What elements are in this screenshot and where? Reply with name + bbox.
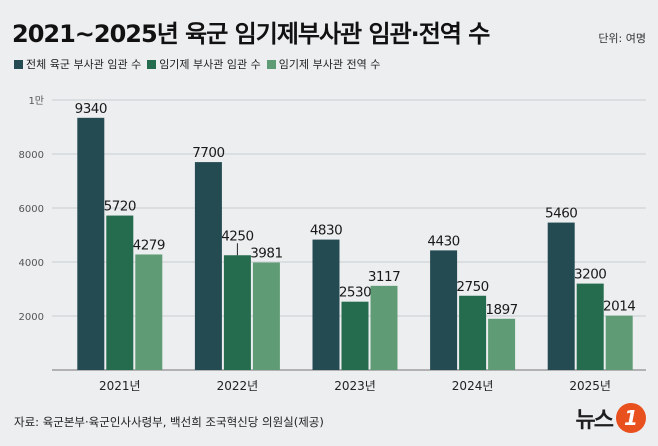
data-label: 1897 xyxy=(485,302,517,318)
chart-title: 2021~2025년 육군 임기제부사관 임관·전역 수 xyxy=(12,20,490,48)
bar xyxy=(312,239,340,370)
legend-label-term-enlist: 임기제 부사관 임관 수 xyxy=(159,58,261,71)
bar xyxy=(341,301,369,370)
unit-label: 단위: 여명 xyxy=(598,32,646,45)
bar xyxy=(547,222,575,370)
source-note: 자료: 육군본부·육군인사사령부, 백선희 조국혁신당 의원실(제공) xyxy=(14,415,324,429)
y-tick-label: 4000 xyxy=(19,258,44,269)
legend-label-total-enlist: 전체 육군 부사관 임관 수 xyxy=(26,58,142,71)
x-tick-label: 2023년 xyxy=(334,379,376,393)
data-label: 3981 xyxy=(250,246,282,262)
x-tick-label: 2021년 xyxy=(99,379,141,393)
data-label: 3117 xyxy=(368,269,400,285)
bar xyxy=(106,215,134,370)
bar xyxy=(77,117,105,370)
data-label: 3200 xyxy=(574,267,606,283)
bar xyxy=(430,250,458,370)
data-label: 9340 xyxy=(75,101,107,117)
bar xyxy=(459,295,487,370)
bar xyxy=(605,315,633,370)
legend: 전체 육군 부사관 임관 수 임기제 부사관 임관 수 임기제 부사관 전역 수 xyxy=(14,56,380,72)
logo-mark-icon: 1 xyxy=(616,403,646,433)
bar xyxy=(370,285,398,370)
bar xyxy=(194,162,222,370)
data-label: 4250 xyxy=(221,228,253,244)
x-tick-label: 2022년 xyxy=(217,379,259,393)
data-label: 4830 xyxy=(310,223,342,239)
data-label: 2530 xyxy=(339,285,371,301)
legend-item-total-enlist: 전체 육군 부사관 임관 수 xyxy=(14,56,141,72)
data-label: 7700 xyxy=(192,145,224,161)
bar xyxy=(252,262,280,370)
y-tick-label: 6000 xyxy=(19,204,44,215)
data-label: 5460 xyxy=(545,206,577,222)
data-label: 2750 xyxy=(456,279,488,295)
y-tick-label: 8000 xyxy=(19,150,44,161)
data-label: 4430 xyxy=(427,233,459,249)
legend-swatch-term-discharge xyxy=(266,59,276,69)
y-tick-label: 2000 xyxy=(19,312,44,323)
x-tick-label: 2024년 xyxy=(452,379,494,393)
bar xyxy=(135,254,163,370)
legend-item-term-enlist: 임기제 부사관 임관 수 xyxy=(147,56,261,72)
legend-swatch-term-enlist xyxy=(147,59,157,69)
data-label: 4279 xyxy=(133,237,165,253)
logo-text: 뉴스 xyxy=(575,408,615,433)
legend-item-term-discharge: 임기제 부사관 전역 수 xyxy=(266,56,381,72)
x-tick-label: 2025년 xyxy=(569,379,611,393)
data-label: 2014 xyxy=(603,299,635,315)
data-label: 5720 xyxy=(104,199,136,215)
y-tick-label: 1만 xyxy=(28,95,44,107)
bar xyxy=(223,255,251,370)
legend-label-term-discharge: 임기제 부사관 전역 수 xyxy=(278,58,381,71)
bar xyxy=(488,318,516,370)
news1-logo: 뉴스 1 xyxy=(576,402,646,434)
bar xyxy=(576,283,604,370)
legend-swatch-total-enlist xyxy=(14,59,23,69)
